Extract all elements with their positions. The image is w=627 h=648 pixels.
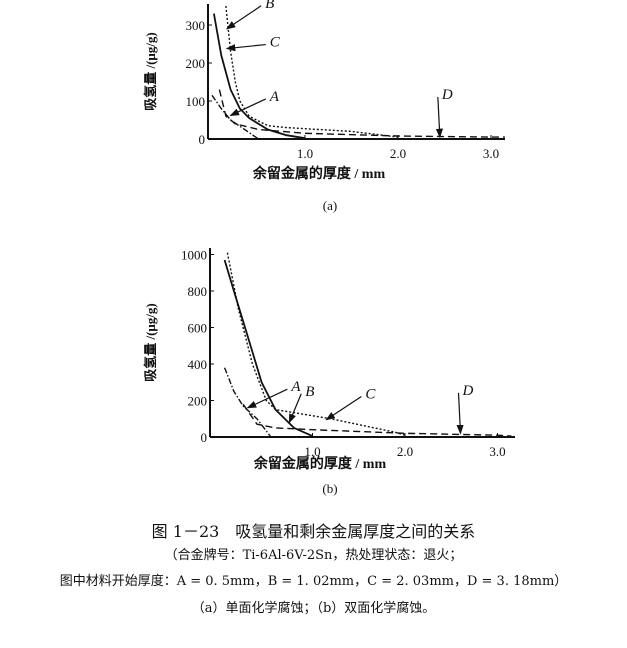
annotation-label-C: C [365,387,376,403]
y-tick-label: 200 [188,394,208,409]
annotation-label-B: B [305,384,314,400]
y-tick-label: 100 [186,94,206,109]
series-line-dash-dot [223,367,272,438]
y-tick-label: 0 [199,132,206,147]
annotation-arrow [456,392,464,435]
annotation-arrow [246,388,288,409]
x-tick-label: 3.0 [489,444,505,459]
figure-caption-line3: （a）单面化学腐蚀；（b）双面化学腐蚀。 [191,601,436,616]
x-tick-label: 3.0 [483,146,499,161]
y-tick-label: 600 [188,321,208,336]
chart-a: 0 100 200 300 1.0 2.0 3.0 余留金属的厚度 / mm 吸氢量 /(μg/… [143,0,505,213]
annotation-label-D: D [462,383,474,399]
annotation-arrow [288,393,302,424]
annotation-label-C: C [270,35,281,51]
x-axis-label: 余留金属的厚度 / mm [253,455,387,472]
annotation-arrow [225,43,266,52]
annotation-label-D: D [441,87,453,103]
y-tick-label: 200 [186,56,206,71]
y-axis-label: 吸氢量 /(μg/g) [143,32,158,111]
series-line-solid [213,13,306,140]
x-tick-label: 2.0 [390,146,406,161]
y-tick-label: 0 [201,430,208,445]
annotation-label-A: A [290,379,301,395]
figure-caption-line2: 图中材料开始厚度：A = 0. 5mm，B = 1. 02mm，C = 2. 0… [59,574,568,589]
annotation-arrow [435,96,444,139]
series-line-short-dash [225,5,399,138]
x-tick-label: 1.0 [297,146,313,161]
annotation-label-A: A [269,89,280,105]
series-line-long-dash [242,403,512,437]
y-tick-label: 300 [186,18,206,33]
annotation-arrow [325,395,362,421]
figure-caption-title: 图 1－23 吸氢量和剩余金属厚度之间的关系 [151,522,476,541]
panel-label: (a) [323,198,337,213]
y-tick-label: 800 [188,284,208,299]
series-line-short-dash [226,252,406,436]
annotation-label-B: B [265,0,274,12]
x-axis-label: 余留金属的厚度 / mm [252,165,386,182]
y-tick-label: 400 [188,357,208,372]
series-line-long-dash [218,89,505,138]
y-tick-label: 1000 [181,248,207,263]
annotation-arrow [225,5,262,30]
figure-caption-line1: （合金牌号：Ti-6Al-6V-2Sn，热处理状态：退火； [164,548,463,563]
annotation-arrow [229,98,267,116]
chart-b: 0 200 400 600 800 1000 1.0 2.0 3.0 余留金属的厚度 / mm 吸氢… [143,248,515,496]
x-tick-label: 1.0 [304,444,320,459]
panel-label: (b) [322,481,337,496]
y-axis-label: 吸氢量 /(μg/g) [143,303,158,382]
series-line-solid [223,259,313,437]
x-tick-label: 2.0 [397,444,413,459]
